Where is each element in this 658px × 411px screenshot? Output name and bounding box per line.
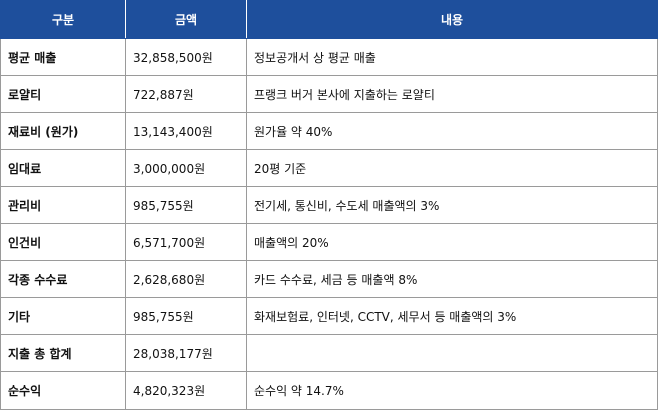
row-description: 전기세, 통신비, 수도세 매출액의 3% (246, 186, 658, 224)
row-category: 재료비 (원가) (0, 112, 126, 150)
row-amount: 985,755원 (125, 186, 247, 224)
row-category: 지출 총 합계 (0, 334, 126, 372)
table-row: 기타 985,755원 화재보험료, 인터넷, CCTV, 세무서 등 매출액의… (0, 297, 658, 335)
row-description: 순수익 약 14.7% (246, 371, 658, 410)
table-row: 로얄티 722,887원 프랭크 버거 본사에 지출하는 로얄티 (0, 75, 658, 113)
row-amount: 722,887원 (125, 75, 247, 113)
table-body: 평균 매출 32,858,500원 정보공개서 상 평균 매출 로얄티 722,… (0, 38, 658, 410)
header-category: 구분 (0, 0, 126, 39)
table-row: 순수익 4,820,323원 순수익 약 14.7% (0, 371, 658, 410)
table-row: 각종 수수료 2,628,680원 카드 수수료, 세금 등 매출액 8% (0, 260, 658, 298)
row-description: 프랭크 버거 본사에 지출하는 로얄티 (246, 75, 658, 113)
table-row: 평균 매출 32,858,500원 정보공개서 상 평균 매출 (0, 38, 658, 76)
row-description: 20평 기준 (246, 149, 658, 187)
row-description: 매출액의 20% (246, 223, 658, 261)
row-category: 기타 (0, 297, 126, 335)
row-amount: 13,143,400원 (125, 112, 247, 150)
table-row: 관리비 985,755원 전기세, 통신비, 수도세 매출액의 3% (0, 186, 658, 224)
row-description (246, 334, 658, 372)
table-row: 지출 총 합계 28,038,177원 (0, 334, 658, 372)
row-category: 각종 수수료 (0, 260, 126, 298)
table-header: 구분 금액 내용 (0, 0, 658, 39)
row-description: 화재보험료, 인터넷, CCTV, 세무서 등 매출액의 3% (246, 297, 658, 335)
row-amount: 2,628,680원 (125, 260, 247, 298)
row-description: 카드 수수료, 세금 등 매출액 8% (246, 260, 658, 298)
row-category: 로얄티 (0, 75, 126, 113)
row-category: 관리비 (0, 186, 126, 224)
row-description: 원가율 약 40% (246, 112, 658, 150)
row-amount: 4,820,323원 (125, 371, 247, 410)
row-amount: 985,755원 (125, 297, 247, 335)
row-category: 순수익 (0, 371, 126, 410)
row-category: 임대료 (0, 149, 126, 187)
row-category: 평균 매출 (0, 38, 126, 76)
table-row: 재료비 (원가) 13,143,400원 원가율 약 40% (0, 112, 658, 150)
row-description: 정보공개서 상 평균 매출 (246, 38, 658, 76)
row-amount: 28,038,177원 (125, 334, 247, 372)
row-amount: 3,000,000원 (125, 149, 247, 187)
table-row: 인건비 6,571,700원 매출액의 20% (0, 223, 658, 261)
row-amount: 6,571,700원 (125, 223, 247, 261)
header-amount: 금액 (125, 0, 247, 39)
row-category: 인건비 (0, 223, 126, 261)
row-amount: 32,858,500원 (125, 38, 247, 76)
header-row: 구분 금액 내용 (0, 0, 658, 39)
table-row: 임대료 3,000,000원 20평 기준 (0, 149, 658, 187)
header-description: 내용 (246, 0, 658, 39)
